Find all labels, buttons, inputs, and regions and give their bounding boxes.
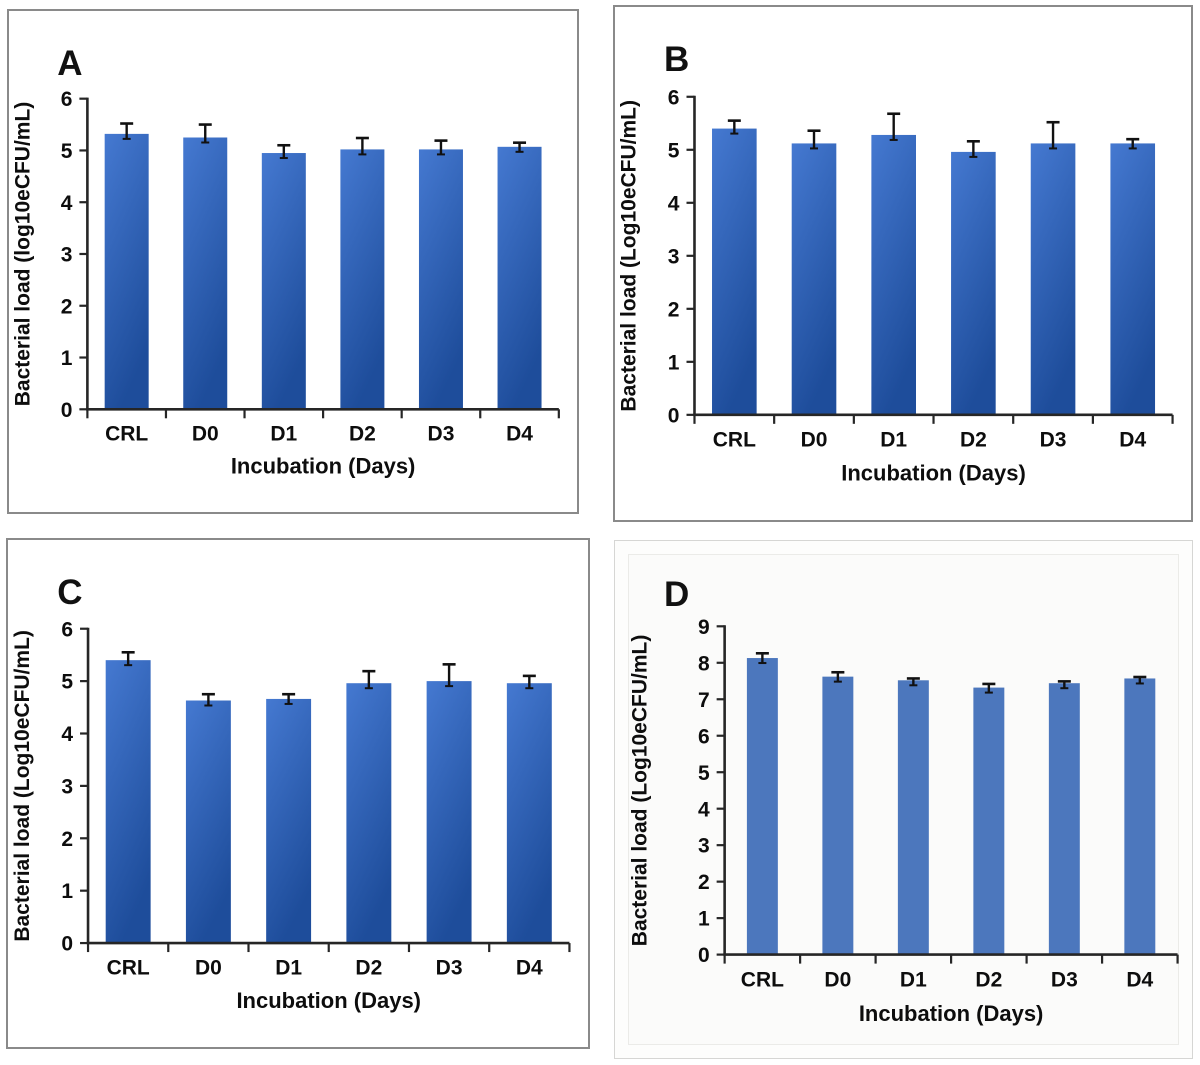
svg-text:6: 6 — [698, 725, 710, 748]
svg-text:0: 0 — [61, 933, 73, 956]
svg-text:0: 0 — [61, 399, 73, 422]
bar-chart-b: CRL D0 D1 D2 D3 D4 0 1 2 3 4 5 6 Incubation (Days) Bac… — [618, 86, 1174, 485]
svg-text:D2: D2 — [355, 956, 382, 979]
svg-text:9: 9 — [698, 616, 710, 639]
svg-text:Bacterial load (log10eCFU/mL): Bacterial load (log10eCFU/mL) — [11, 102, 34, 407]
svg-text:7: 7 — [698, 689, 710, 712]
svg-text:D3: D3 — [1051, 969, 1078, 992]
svg-text:2: 2 — [698, 871, 710, 894]
figure-panel-b: B CRL D0 D1 D2 D3 D4 0 1 2 3 4 5 6 Incubation (Days) B… — [613, 5, 1193, 522]
svg-text:5: 5 — [61, 671, 73, 694]
svg-text:Bacterial load (Log10eCFU/mL): Bacterial load (Log10eCFU/mL) — [629, 635, 652, 947]
svg-text:Incubation (Days): Incubation (Days) — [236, 988, 421, 1013]
svg-text:4: 4 — [61, 192, 73, 215]
svg-text:D3: D3 — [1040, 429, 1067, 452]
svg-text:D1: D1 — [270, 422, 297, 445]
svg-text:0: 0 — [668, 404, 680, 427]
svg-text:2: 2 — [668, 298, 680, 321]
svg-text:6: 6 — [61, 88, 73, 111]
svg-text:D1: D1 — [275, 956, 302, 979]
svg-text:D4: D4 — [506, 422, 533, 445]
svg-text:D4: D4 — [1119, 429, 1146, 452]
bar-chart-c: CRL D0 D1 D2 D3 D4 0 1 2 3 4 5 6 Incubation (Days) Bac… — [11, 618, 571, 1013]
svg-text:CRL: CRL — [741, 969, 784, 992]
svg-text:2: 2 — [61, 295, 73, 318]
svg-text:5: 5 — [668, 139, 680, 162]
svg-text:CRL: CRL — [107, 956, 150, 979]
svg-text:1: 1 — [61, 880, 73, 903]
svg-text:D1: D1 — [880, 429, 907, 452]
figure-panel-a: A CRL D0 D1 D2 D3 D4 0 1 2 3 4 5 6 Incubation (Days) B… — [7, 9, 579, 514]
svg-text:Incubation (Days): Incubation (Days) — [231, 453, 416, 478]
svg-text:D2: D2 — [349, 422, 376, 445]
svg-text:Bacterial load (Log10eCFU/mL): Bacterial load (Log10eCFU/mL) — [618, 100, 641, 412]
panel-label-c: C — [57, 572, 84, 612]
svg-text:6: 6 — [668, 86, 680, 109]
svg-text:D0: D0 — [195, 956, 222, 979]
svg-text:3: 3 — [668, 245, 680, 268]
svg-text:D1: D1 — [900, 969, 927, 992]
svg-text:3: 3 — [61, 244, 73, 267]
svg-text:D0: D0 — [192, 422, 219, 445]
svg-text:2: 2 — [61, 828, 73, 851]
svg-text:CRL: CRL — [105, 422, 148, 445]
svg-text:5: 5 — [698, 762, 710, 785]
svg-text:5: 5 — [61, 140, 73, 163]
svg-text:4: 4 — [698, 798, 710, 821]
bar-chart-a: CRL D0 D1 D2 D3 D4 0 1 2 3 4 5 6 Incubation (Days) Bac… — [11, 88, 560, 478]
svg-text:D0: D0 — [824, 969, 851, 992]
svg-text:4: 4 — [668, 192, 680, 215]
svg-text:1: 1 — [668, 351, 680, 374]
bar-chart-d: CRL D0 D1 D2 D3 D4 0 1 2 3 4 5 6 7 8 9 Incubation (Days)… — [629, 616, 1179, 1026]
svg-text:Bacterial load (Log10eCFU/mL): Bacterial load (Log10eCFU/mL) — [11, 630, 34, 942]
svg-text:6: 6 — [61, 618, 73, 641]
svg-text:3: 3 — [698, 835, 710, 858]
svg-text:CRL: CRL — [713, 429, 756, 452]
svg-text:D4: D4 — [1126, 969, 1153, 992]
svg-text:D0: D0 — [801, 429, 828, 452]
panel-label-b: B — [663, 40, 691, 80]
svg-text:D3: D3 — [436, 956, 463, 979]
svg-text:0: 0 — [698, 944, 710, 967]
svg-text:D2: D2 — [960, 429, 987, 452]
svg-text:Incubation (Days): Incubation (Days) — [859, 1001, 1044, 1026]
panel-label-a: A — [57, 43, 84, 83]
svg-text:1: 1 — [61, 347, 73, 370]
panel-label-d: D — [664, 574, 691, 614]
svg-text:D4: D4 — [516, 956, 543, 979]
svg-text:3: 3 — [61, 775, 73, 798]
svg-text:1: 1 — [698, 908, 710, 931]
svg-text:D2: D2 — [975, 969, 1002, 992]
svg-text:Incubation (Days): Incubation (Days) — [841, 460, 1026, 485]
svg-text:8: 8 — [698, 652, 710, 675]
svg-text:4: 4 — [61, 723, 73, 746]
figure-panel-d: D CRL D0 D1 D2 D3 D4 0 1 2 3 4 5 6 7 8 9 Incubation (Day… — [614, 540, 1193, 1059]
svg-text:D3: D3 — [428, 422, 455, 445]
figure-panel-c: C CRL D0 D1 D2 D3 D4 0 1 2 3 4 5 6 Incubation (Days) B… — [6, 538, 590, 1049]
